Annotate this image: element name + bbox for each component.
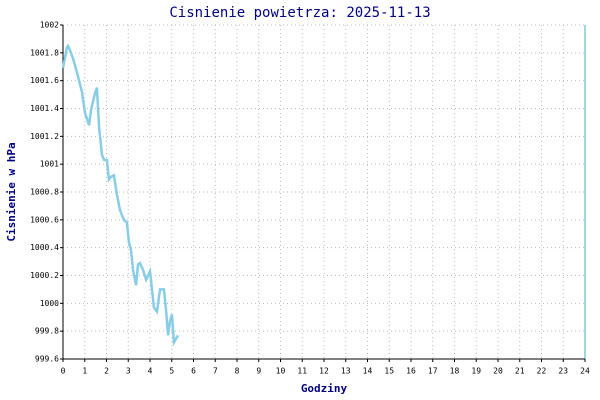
x-tick-label: 18 — [450, 367, 460, 376]
y-tick-label: 1001.8 — [30, 48, 59, 57]
x-tick-label: 13 — [341, 367, 351, 376]
x-tick-label: 10 — [276, 367, 286, 376]
x-tick-label: 14 — [363, 367, 373, 376]
y-tick-label: 1002 — [40, 21, 59, 30]
y-axis-label: Cisnienie w hPa — [5, 142, 18, 241]
x-tick-label: 22 — [537, 367, 547, 376]
y-tick-label: 1000.2 — [30, 271, 59, 280]
x-tick-label: 21 — [515, 367, 525, 376]
x-tick-label: 8 — [235, 367, 240, 376]
y-tick-label: 1000.8 — [30, 188, 59, 197]
x-tick-label: 17 — [428, 367, 438, 376]
x-tick-label: 7 — [213, 367, 218, 376]
x-tick-label: 3 — [126, 367, 131, 376]
x-tick-label: 5 — [169, 367, 174, 376]
x-tick-label: 6 — [191, 367, 196, 376]
x-tick-label: 4 — [148, 367, 153, 376]
x-tick-label: 12 — [319, 367, 329, 376]
y-tick-label: 999.6 — [35, 355, 59, 364]
chart-title: Cisnienie powietrza: 2025-11-13 — [169, 5, 430, 21]
y-tick-label: 1000.6 — [30, 215, 59, 224]
x-axis-label: Godziny — [301, 382, 348, 395]
x-tick-label: 1 — [82, 367, 87, 376]
y-tick-label: 1000.4 — [30, 243, 59, 252]
x-tick-label: 11 — [297, 367, 307, 376]
y-tick-label: 999.8 — [35, 327, 59, 336]
x-tick-label: 19 — [471, 367, 481, 376]
y-tick-label: 1001.2 — [30, 132, 59, 141]
x-tick-label: 15 — [384, 367, 394, 376]
y-tick-label: 1001.6 — [30, 76, 59, 85]
x-tick-label: 24 — [580, 367, 590, 376]
y-tick-label: 1001.4 — [30, 104, 59, 113]
y-tick-label: 1000 — [40, 299, 59, 308]
x-tick-label: 0 — [61, 367, 66, 376]
x-tick-label: 23 — [558, 367, 568, 376]
x-tick-label: 16 — [406, 367, 416, 376]
x-tick-label: 2 — [104, 367, 109, 376]
x-tick-label: 20 — [493, 367, 503, 376]
x-tick-label: 9 — [256, 367, 261, 376]
line — [61, 43, 180, 347]
y-tick-label: 1001 — [40, 160, 59, 169]
